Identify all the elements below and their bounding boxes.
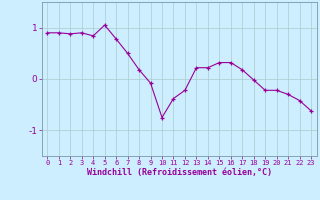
X-axis label: Windchill (Refroidissement éolien,°C): Windchill (Refroidissement éolien,°C) bbox=[87, 168, 272, 177]
